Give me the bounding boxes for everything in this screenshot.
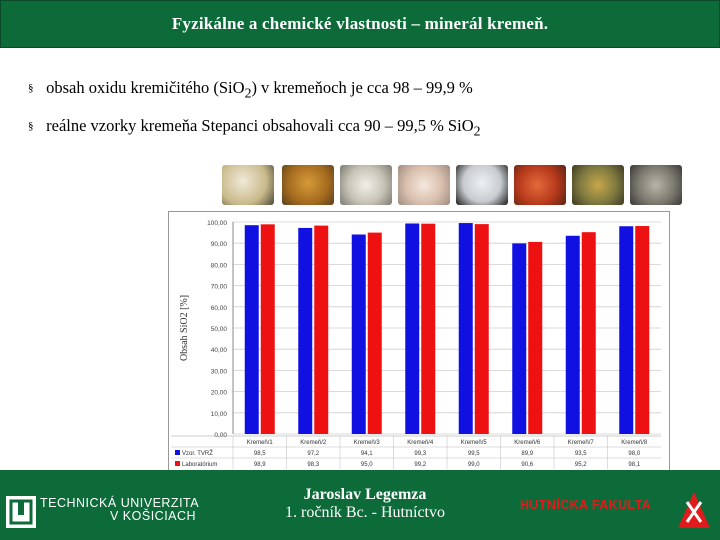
legend-label: Vzor. TVRŽ [182,449,213,457]
table-cell: 93,5 [575,451,587,457]
legend-swatch [175,450,180,455]
y-tick-label: 70,00 [211,284,228,291]
bar [458,223,473,434]
bar [421,223,436,434]
author-detail: 1. ročník Bc. - Hutníctvo [285,504,445,521]
quartz-photo-1 [222,165,274,205]
quartz-photo-6 [514,165,566,205]
mineral-photos [222,165,720,207]
bar [635,226,650,434]
slide-title: Fyzikálne a chemické vlastnosti – minerá… [0,0,720,48]
table-cell: 98,0 [628,451,640,457]
x-tick-label: Kremeň/6 [514,440,541,446]
y-tick-label: 10,00 [211,411,228,418]
faculty-name: HUTNÍCKA FAKULTA [520,498,652,512]
bar [581,232,596,434]
quartz-photo-8 [630,165,682,205]
bar [405,223,420,434]
bar [619,226,634,434]
y-tick-label: 90,00 [211,241,228,248]
quartz-photo-4 [398,165,450,205]
table-cell: 98,3 [307,462,319,468]
table-cell: 98,9 [254,462,266,468]
bullet-1: § obsah oxidu kremičitého (SiO2) v kreme… [28,78,473,101]
table-cell: 99,5 [468,451,480,457]
y-tick-label: 30,00 [211,368,228,375]
bar [244,225,259,434]
bar [565,235,580,434]
y-tick-label: 60,00 [211,305,228,312]
university-line-2: V KOŠICIACH [110,509,197,523]
bar [512,243,527,434]
chart-svg: Obsah SiO2 [%] 0,00 10,00 20,00 30,00 40,00 50… [171,220,661,469]
y-tick-label: 100,00 [207,220,227,227]
bullet-1-sub: 2 [244,85,252,101]
table-cell: 99,2 [414,462,426,468]
y-tick-label: 0,00 [214,432,227,439]
legend-swatch [175,461,180,466]
bar [260,224,275,434]
sio2-chart: Obsah SiO2 [%] 0,00 10,00 20,00 30,00 40,00 50… [168,211,670,471]
bullet-1-text: obsah oxidu kremičitého (SiO [46,78,245,97]
y-tick-label: 50,00 [211,326,228,333]
table-cell: 89,9 [521,451,533,457]
bar [298,227,313,434]
quartz-photo-7 [572,165,624,205]
x-tick-label: Kremeň/5 [461,440,488,446]
x-tick-label: Kremeň/7 [568,440,595,446]
bar [528,241,543,434]
quartz-photo-3 [340,165,392,205]
bullet-mark: § [28,120,34,132]
faculty-logo-icon [678,492,710,528]
table-cell: 97,2 [307,451,319,457]
table-cell: 98,5 [254,451,266,457]
y-tick-label: 20,00 [211,390,228,397]
table-cell: 94,1 [361,451,373,457]
table-cell: 98,1 [628,462,640,468]
tuke-logo-icon [6,496,36,528]
table-cell: 95,2 [575,462,587,468]
quartz-photo-5 [456,165,508,205]
bullet-1-text-end: ) v kremeňoch je cca 98 – 99,9 % [251,78,473,97]
footer: TECHNICKÁ UNIVERZITA V KOŠICIACH Jarosla… [0,470,720,540]
author-name: Jaroslav Legemza [303,486,427,503]
bar [314,225,329,434]
bullet-2: § reálne vzorky kremeňa Stepanci obsahov… [28,116,481,139]
bar [474,224,489,434]
y-axis-label: Obsah SiO2 [%] [179,295,190,361]
bullet-2-sub: 2 [473,123,481,139]
y-tick-label: 80,00 [211,262,228,269]
x-tick-label: Kremeň/8 [621,440,648,446]
university-name: TECHNICKÁ UNIVERZITA V KOŠICIACH [40,497,199,523]
x-tick-label: Kremeň/3 [354,440,381,446]
x-tick-label: Kremeň/1 [247,440,274,446]
author-block: Jaroslav Legemza 1. ročník Bc. - Hutníct… [250,486,480,522]
quartz-photo-2 [282,165,334,205]
bar [367,232,382,434]
y-tick-label: 40,00 [211,347,228,354]
legend-label: Laboratórium [182,462,217,468]
table-cell: 95,0 [361,462,373,468]
university-line-1: TECHNICKÁ UNIVERZITA [40,496,200,510]
table-cell: 90,6 [521,462,533,468]
bullet-2-text: reálne vzorky kremeňa Stepanci obsahoval… [46,116,474,135]
bullet-mark: § [28,82,34,94]
table-cell: 99,0 [468,462,480,468]
bar [351,234,366,434]
x-tick-label: Kremeň/2 [300,440,327,446]
x-tick-label: Kremeň/4 [407,440,434,446]
table-cell: 99,3 [414,451,426,457]
